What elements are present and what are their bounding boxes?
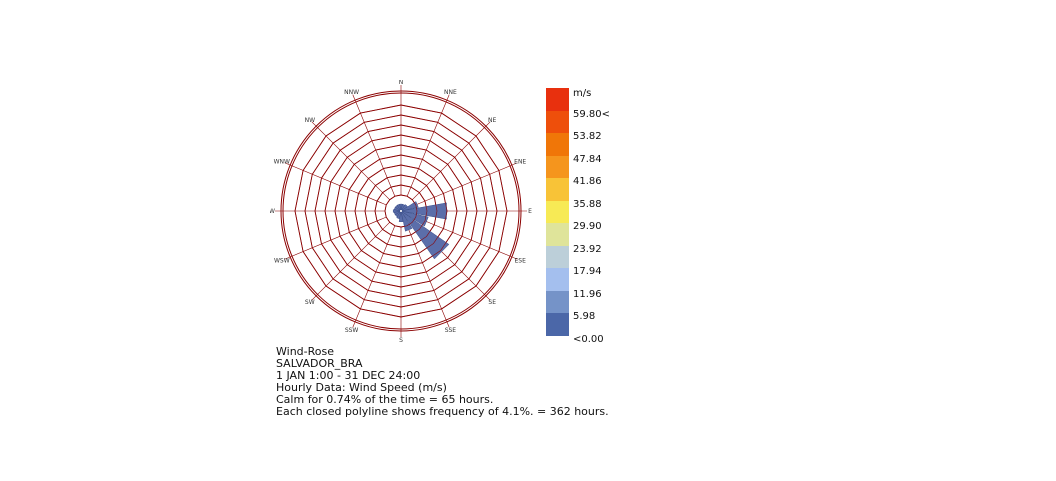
caption-ring-info: Each closed polyline shows frequency of … xyxy=(276,405,609,418)
legend-label: 23.92 xyxy=(573,243,602,255)
legend-color-cell xyxy=(546,245,569,268)
frequency-ring-overlay xyxy=(324,134,478,288)
direction-label-n: N xyxy=(399,80,404,86)
legend-color-cell xyxy=(546,88,569,111)
caption-title: Wind-Rose xyxy=(276,345,334,358)
direction-label-se: SE xyxy=(488,299,496,306)
direction-label-wsw: WSW xyxy=(274,257,290,264)
frequency-ring-overlay xyxy=(384,194,418,228)
direction-spoke xyxy=(352,94,396,197)
direction-label-sse: SSE xyxy=(445,327,457,334)
caption-data-type: Hourly Data: Wind Speed (m/s) xyxy=(276,381,447,394)
frequency-ring-overlay xyxy=(374,184,428,238)
legend-label: 41.86 xyxy=(573,176,602,187)
direction-labels: N NNE NE ENE E ESE SE SSE S SSW SW WSW W WNW NW NNW xyxy=(270,80,532,344)
direction-label-nne: NNE xyxy=(444,89,457,96)
direction-label-w: W xyxy=(270,208,275,215)
legend-label: 47.84 xyxy=(573,153,602,165)
legend-label: 29.90 xyxy=(573,221,602,232)
caption-period: 1 JAN 1:00 - 31 DEC 24:00 xyxy=(276,369,421,382)
wind-rose-chart: N NNE NE ENE E ESE SE SSE S SSW SW WSW W WNW NW NNW xyxy=(270,80,532,344)
direction-spoke xyxy=(284,216,387,260)
legend-color-cell xyxy=(546,133,569,156)
legend-color-cell xyxy=(546,110,569,133)
direction-spoke xyxy=(406,225,450,328)
direction-label-ese: ESE xyxy=(515,257,527,264)
wind-bar-nnw xyxy=(396,203,401,211)
direction-label-ssw: SSW xyxy=(345,327,359,334)
frequency-ring-overlay xyxy=(304,114,498,308)
legend-color-cell xyxy=(546,155,569,178)
legend-color-cell xyxy=(546,200,569,223)
legend-color-cell xyxy=(546,313,569,336)
frequency-ring-overlay xyxy=(314,124,488,298)
frequency-ring-overlay xyxy=(344,154,458,268)
caption-calm: Calm for 0.74% of the time = 65 hours. xyxy=(276,393,494,406)
speed-legend: m/s 59.80< 53.82 47.84 41.86 35.88 29.90 23.92… xyxy=(546,88,626,348)
direction-spoke xyxy=(352,225,396,328)
frequency-ring-overlay xyxy=(364,174,438,248)
legend-label: 11.96 xyxy=(573,288,602,300)
direction-spoke xyxy=(415,162,518,206)
direction-label-nnw: NNW xyxy=(344,89,359,96)
direction-label-nw: NW xyxy=(305,117,315,124)
direction-label-ene: ENE xyxy=(514,159,526,166)
legend-unit: m/s xyxy=(573,88,592,99)
legend-color-cell xyxy=(546,290,569,313)
wind-bars xyxy=(294,104,508,318)
direction-label-ne: NE xyxy=(488,117,496,124)
frequency-ring-overlay xyxy=(294,104,508,318)
chart-caption: Wind-Rose SALVADOR_BRA 1 JAN 1:00 - 31 D… xyxy=(276,346,609,418)
frequency-ring-overlay xyxy=(334,144,468,278)
legend-color-cell xyxy=(546,268,569,291)
direction-spoke xyxy=(311,222,390,301)
legend-color-cell xyxy=(546,223,569,246)
direction-spoke xyxy=(406,94,450,197)
direction-label-sw: SW xyxy=(305,299,315,306)
legend-label: 53.82 xyxy=(573,131,602,142)
direction-spoke xyxy=(412,121,491,200)
legend-label: 17.94 xyxy=(573,266,602,277)
legend-label: 59.80< xyxy=(573,108,611,120)
direction-spoke xyxy=(284,162,387,206)
direction-spoke xyxy=(311,121,390,200)
direction-label-e: E xyxy=(528,208,532,215)
legend-label: 35.88 xyxy=(573,198,602,210)
legend-label: 5.98 xyxy=(573,311,596,322)
frequency-ring-overlay xyxy=(354,164,448,258)
caption-location: SALVADOR_BRA xyxy=(276,357,363,370)
legend-label: <0.00 xyxy=(573,333,604,345)
direction-label-wnw: WNW xyxy=(274,159,290,166)
direction-spoke xyxy=(415,216,518,260)
legend-color-cell xyxy=(546,178,569,201)
direction-label-s: S xyxy=(399,337,403,344)
